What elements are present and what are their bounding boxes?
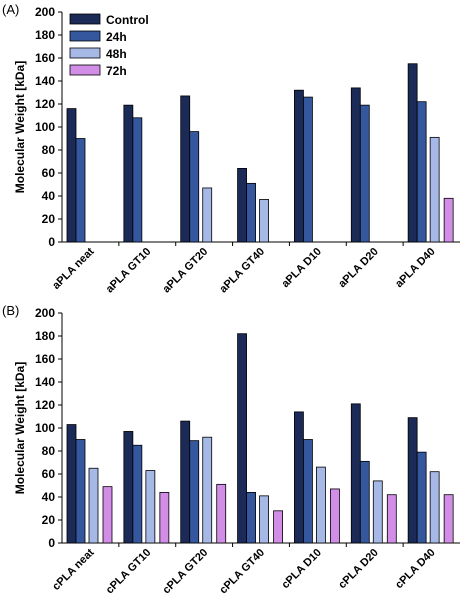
- y-tick-label: 200: [35, 306, 55, 320]
- x-tick-label: cPLA D10: [279, 547, 324, 592]
- bar-48h-cpla-gt40: [259, 495, 269, 544]
- bar-72h-cpla-d40: [443, 494, 454, 544]
- y-tick-label: 0: [48, 235, 55, 249]
- y-axis-label: Molecular Weight [kDa]: [13, 61, 27, 193]
- bar-24h-apla-gt10: [132, 117, 143, 243]
- bar-24h-apla-neat: [75, 138, 86, 243]
- bar-24h-cpla-gt40: [246, 491, 256, 544]
- legend-label-48h: 48h: [106, 47, 127, 61]
- panel-label: (B): [2, 303, 19, 318]
- bar-control-apla-d40: [407, 63, 418, 243]
- bar-48h-apla-gt20: [202, 187, 213, 243]
- bar-48h-cpla-d40: [429, 471, 440, 544]
- y-tick-label: 40: [42, 189, 56, 203]
- legend-label-control: Control: [106, 13, 149, 27]
- bar-control-apla-gt20: [180, 95, 191, 243]
- x-tick-label: cPLA D20: [336, 547, 381, 592]
- legend-label-72h: 72h: [106, 64, 127, 78]
- bar-24h-cpla-gt20: [189, 440, 200, 544]
- y-tick-label: 100: [35, 421, 55, 435]
- y-tick-label: 80: [42, 143, 56, 157]
- bar-24h-apla-d20: [359, 104, 370, 243]
- x-tick-label: cPLA GT40: [217, 547, 267, 597]
- panel-label: (A): [2, 2, 19, 17]
- y-tick-label: 120: [35, 97, 55, 111]
- bar-control-cpla-d40: [407, 417, 418, 544]
- y-tick-label: 180: [35, 329, 55, 343]
- y-tick-label: 60: [42, 166, 56, 180]
- bar-control-apla-gt10: [123, 104, 134, 243]
- bar-72h-cpla-d10: [330, 488, 340, 544]
- bar-24h-cpla-d20: [359, 460, 370, 544]
- bar-24h-cpla-neat: [75, 439, 86, 544]
- bar-48h-apla-d40: [429, 136, 440, 243]
- bar-control-apla-gt40: [237, 167, 247, 243]
- legend-swatch-control: [69, 13, 101, 25]
- bar-72h-apla-d40: [443, 197, 454, 243]
- bar-72h-cpla-gt10: [159, 491, 170, 544]
- bar-48h-cpla-gt10: [145, 470, 156, 544]
- y-tick-label: 80: [42, 444, 56, 458]
- legend-label-24h: 24h: [106, 30, 127, 44]
- y-tick-label: 180: [35, 28, 55, 42]
- x-tick-label: aPLA D40: [393, 246, 438, 291]
- y-tick-label: 20: [42, 513, 56, 527]
- bar-24h-apla-d40: [416, 101, 427, 243]
- bar-24h-apla-d10: [303, 96, 313, 243]
- bar-72h-cpla-gt20: [216, 483, 227, 544]
- y-tick-label: 200: [35, 5, 55, 19]
- bar-control-cpla-gt20: [180, 420, 191, 544]
- y-tick-label: 160: [35, 352, 55, 366]
- bar-72h-cpla-neat: [102, 486, 113, 544]
- bar-48h-apla-gt40: [259, 199, 269, 243]
- legend-swatch-48h: [69, 47, 101, 59]
- bar-48h-cpla-gt20: [202, 436, 213, 544]
- y-axis-label: Molecular Weight [kDa]: [13, 362, 27, 494]
- bar-control-cpla-d10: [294, 411, 304, 544]
- bar-control-cpla-neat: [66, 424, 77, 544]
- x-tick-label: cPLA D40: [393, 547, 438, 592]
- y-tick-label: 0: [48, 536, 55, 550]
- y-tick-label: 140: [35, 375, 55, 389]
- y-tick-label: 60: [42, 467, 56, 481]
- bar-control-apla-d20: [350, 87, 361, 243]
- bar-48h-cpla-d10: [316, 466, 326, 544]
- bar-24h-apla-gt40: [246, 182, 256, 243]
- y-tick-label: 140: [35, 74, 55, 88]
- bar-control-apla-d10: [294, 89, 304, 243]
- x-tick-label: aPLA GT20: [161, 246, 211, 296]
- x-tick-label: aPLA D20: [336, 246, 381, 291]
- bar-24h-cpla-gt10: [132, 444, 143, 544]
- y-tick-label: 160: [35, 51, 55, 65]
- x-tick-label: aPLA GT10: [104, 246, 154, 296]
- bar-72h-cpla-d20: [386, 494, 397, 544]
- x-tick-label: aPLA D10: [279, 246, 324, 291]
- x-tick-label: aPLA GT40: [217, 246, 267, 296]
- bar-48h-cpla-neat: [88, 467, 99, 544]
- bar-48h-cpla-d20: [372, 480, 383, 544]
- x-tick-label: cPLA neat: [50, 546, 96, 592]
- chart-panel-b: (B) 0 20 40 60 80 100 120 140 160 180 200 Molecular …: [2, 303, 460, 596]
- bar-control-cpla-gt40: [237, 333, 247, 544]
- bar-24h-apla-gt20: [189, 131, 200, 243]
- legend: Control 24h 48h 72h: [69, 13, 149, 78]
- y-tick-label: 100: [35, 120, 55, 134]
- bar-control-apla-neat: [66, 108, 77, 243]
- y-tick-label: 40: [42, 490, 56, 504]
- legend-swatch-24h: [69, 30, 101, 42]
- y-tick-label: 20: [42, 212, 56, 226]
- y-tick-label: 120: [35, 398, 55, 412]
- bar-24h-cpla-d40: [416, 451, 427, 544]
- chart-panel-a: (A) 0 20 40 60 80 100 120 140 160 180 200 Molecular …: [2, 2, 460, 295]
- legend-swatch-72h: [69, 64, 101, 76]
- bar-72h-cpla-gt40: [273, 510, 283, 544]
- bar-control-cpla-gt10: [123, 431, 134, 544]
- bar-24h-cpla-d10: [303, 439, 313, 544]
- bar-control-cpla-d20: [350, 403, 361, 544]
- x-tick-label: cPLA GT20: [161, 547, 211, 597]
- x-tick-label: cPLA GT10: [104, 547, 154, 597]
- x-tick-label: aPLA neat: [50, 245, 96, 291]
